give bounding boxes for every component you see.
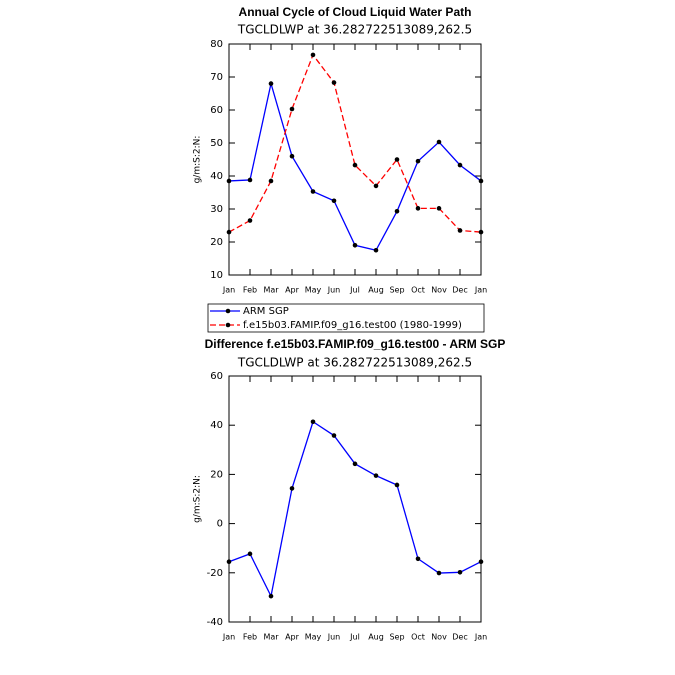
x-tick-label: Dec <box>452 633 467 642</box>
y-tick-label: -20 <box>207 568 223 579</box>
y-tick-label: 20 <box>210 469 223 480</box>
y-tick-label: -40 <box>207 617 223 628</box>
x-tick-label: Feb <box>243 286 257 295</box>
y-axis-label: g/m:S:2:N: <box>193 475 203 523</box>
x-tick-label: Jan <box>222 286 235 295</box>
y-tick-label: 80 <box>210 39 223 50</box>
chart-subtitle: TGCLDLWP at 36.282722513089,262.5 <box>237 23 472 37</box>
x-tick-label: Nov <box>431 633 447 642</box>
x-tick-label: Mar <box>263 286 279 295</box>
data-point <box>247 218 253 223</box>
data-point <box>331 433 337 438</box>
plot-frame <box>228 375 482 623</box>
x-tick-label: Dec <box>452 286 467 295</box>
data-point <box>352 243 358 248</box>
y-tick-label: 70 <box>210 72 223 83</box>
chart-title: Annual Cycle of Cloud Liquid Water Path <box>239 5 472 19</box>
data-point <box>310 189 316 194</box>
legend-label: ARM SGP <box>243 306 289 317</box>
y-tick-label: 0 <box>217 519 223 530</box>
x-tick-label: Jul <box>349 286 360 295</box>
data-point <box>394 209 400 214</box>
data-point <box>310 52 316 58</box>
x-tick-label: May <box>305 286 322 295</box>
x-tick-label: Nov <box>431 286 447 295</box>
data-point <box>478 559 484 565</box>
x-tick-label: Apr <box>285 633 300 642</box>
data-point <box>226 559 232 565</box>
legend-marker <box>225 308 231 314</box>
y-tick-label: 40 <box>210 171 223 182</box>
data-point <box>331 80 337 85</box>
data-point <box>289 486 295 491</box>
x-tick-label: Apr <box>285 286 300 295</box>
x-tick-label: Oct <box>411 286 425 295</box>
x-tick-label: Oct <box>411 633 425 642</box>
data-point <box>394 157 400 162</box>
x-tick-label: Jan <box>222 633 235 642</box>
data-point <box>352 461 358 467</box>
y-tick-label: 50 <box>210 138 223 149</box>
data-point <box>415 206 421 211</box>
data-point <box>415 556 421 562</box>
y-tick-label: 60 <box>210 105 223 116</box>
data-point <box>436 570 442 576</box>
legend-label: f.e15b03.FAMIP.f09_g16.test00 (1980-1999… <box>243 320 462 331</box>
series-line <box>228 53 482 233</box>
data-point <box>436 139 442 145</box>
x-tick-label: Aug <box>368 633 384 642</box>
data-point <box>268 593 274 599</box>
x-tick-label: Feb <box>243 633 257 642</box>
data-point <box>226 229 232 235</box>
data-point <box>457 162 463 168</box>
data-point <box>373 247 379 253</box>
y-tick-label: 60 <box>210 371 223 382</box>
data-point <box>331 198 337 204</box>
chart-subtitle: TGCLDLWP at 36.282722513089,262.5 <box>237 356 472 370</box>
data-point <box>394 482 400 488</box>
x-tick-label: Jan <box>474 286 487 295</box>
data-point <box>247 551 253 557</box>
data-point <box>289 106 295 112</box>
x-tick-label: Aug <box>368 286 384 295</box>
data-point <box>268 81 274 86</box>
data-point <box>457 228 463 233</box>
data-point <box>268 178 274 184</box>
data-point <box>310 419 316 425</box>
data-point <box>373 183 379 189</box>
x-tick-label: Sep <box>389 633 404 642</box>
y-tick-label: 30 <box>210 204 223 215</box>
data-point <box>373 473 379 478</box>
y-tick-label: 20 <box>210 237 223 248</box>
series-line <box>228 420 482 599</box>
y-tick-label: 40 <box>210 420 223 431</box>
data-point <box>352 162 358 168</box>
data-point <box>478 229 484 235</box>
x-tick-label: Jul <box>349 633 360 642</box>
x-tick-label: Jan <box>474 633 487 642</box>
data-point <box>247 177 253 183</box>
data-point <box>226 178 232 184</box>
data-point <box>415 158 421 164</box>
legend-marker <box>225 322 231 328</box>
legend-box <box>207 303 485 333</box>
data-point <box>478 178 484 184</box>
y-tick-label: 10 <box>210 270 223 281</box>
x-tick-label: Sep <box>389 286 404 295</box>
y-axis-label: g/m:S:2:N: <box>193 136 203 184</box>
plot-frame <box>228 43 482 276</box>
x-tick-label: Mar <box>263 633 279 642</box>
x-tick-label: Jun <box>327 633 341 642</box>
data-point <box>289 153 295 159</box>
data-point <box>457 570 463 575</box>
data-point <box>436 206 442 211</box>
chart-title: Difference f.e15b03.FAMIP.f09_g16.test00… <box>205 337 506 351</box>
x-tick-label: Jun <box>327 286 341 295</box>
x-tick-label: May <box>305 633 322 642</box>
